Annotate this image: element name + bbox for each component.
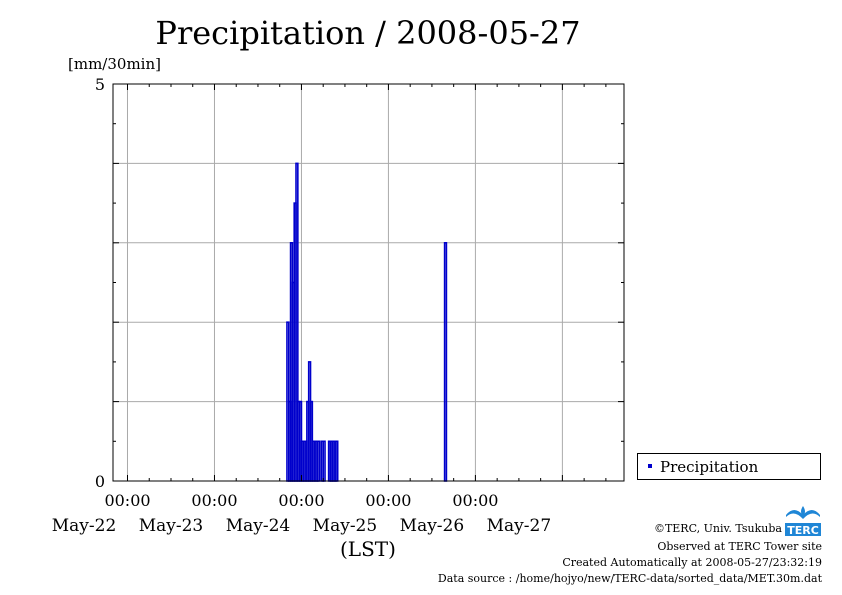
x-time-label: 00:00 (104, 491, 150, 510)
wave-icon (786, 510, 820, 519)
chart-title: Precipitation / 2008-05-27 (155, 14, 581, 52)
x-date-label: May-23 (139, 516, 204, 536)
y-tick-label: 0 (95, 472, 105, 491)
terc-logo: TERC (784, 503, 822, 537)
legend: Precipitation (637, 453, 821, 480)
credit-text: ©TERC, Univ. Tsukuba (653, 522, 782, 535)
data-source-text: Data source : /home/hojyo/new/TERC-data/… (437, 572, 822, 585)
grid-lines (113, 84, 624, 481)
precipitation-bar (335, 440, 339, 482)
site-text: Observed at TERC Tower site (657, 540, 822, 553)
logo-banner (785, 523, 821, 536)
precipitation-bar (316, 440, 321, 482)
x-date-label: May-26 (400, 516, 465, 536)
y-tick-label: 5 (95, 75, 105, 94)
x-date-label: May-25 (313, 516, 378, 536)
x-date-label: May-27 (487, 516, 552, 536)
x-time-label: 00:00 (191, 491, 237, 510)
drop-icon (801, 506, 805, 516)
axis-ticks (113, 83, 624, 482)
legend-swatch (648, 464, 652, 468)
x-time-label: 00:00 (452, 491, 498, 510)
logo-text: TERC (787, 524, 819, 537)
precipitation-bar (443, 242, 448, 482)
x-axis-label: (LST) (340, 537, 396, 561)
created-timestamp: Created Automatically at 2008-05-27/23:3… (562, 556, 822, 569)
y-axis-label: [mm/30min] (68, 55, 161, 73)
x-time-label: 00:00 (365, 491, 411, 510)
x-time-label: 00:00 (278, 491, 324, 510)
plot-frame (112, 83, 625, 482)
legend-label: Precipitation (660, 458, 759, 476)
x-date-label: May-24 (226, 516, 291, 536)
x-date-label: May-22 (52, 516, 117, 536)
axis-tick-labels: 0 5 00:00 00:00 00:00 00:00 00:00 May-22 May-23 M… (52, 75, 551, 536)
precipitation-bar (322, 440, 326, 482)
